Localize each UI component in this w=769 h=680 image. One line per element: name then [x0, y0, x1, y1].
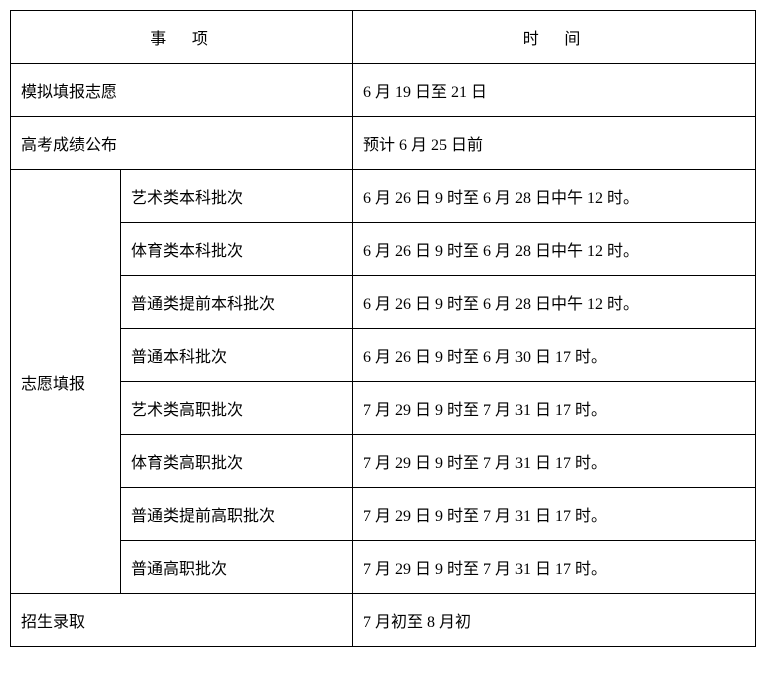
table-row: 普通类提前高职批次 7 月 29 日 9 时至 7 月 31 日 17 时。 [11, 488, 756, 541]
application-row-label: 普通本科批次 [121, 329, 353, 382]
application-row-time: 7 月 29 日 9 时至 7 月 31 日 17 时。 [353, 541, 756, 594]
application-row-time: 7 月 29 日 9 时至 7 月 31 日 17 时。 [353, 488, 756, 541]
table-row: 普通本科批次 6 月 26 日 9 时至 6 月 30 日 17 时。 [11, 329, 756, 382]
application-row-time: 6 月 26 日 9 时至 6 月 28 日中午 12 时。 [353, 276, 756, 329]
table-row: 志愿填报 艺术类本科批次 6 月 26 日 9 时至 6 月 28 日中午 12… [11, 170, 756, 223]
row-score-time: 预计 6 月 25 日前 [353, 117, 756, 170]
table-row: 高考成绩公布 预计 6 月 25 日前 [11, 117, 756, 170]
application-row-label: 艺术类本科批次 [121, 170, 353, 223]
application-row-label: 普通类提前高职批次 [121, 488, 353, 541]
application-row-time: 6 月 26 日 9 时至 6 月 30 日 17 时。 [353, 329, 756, 382]
table-row: 普通类提前本科批次 6 月 26 日 9 时至 6 月 28 日中午 12 时。 [11, 276, 756, 329]
row-admission-label: 招生录取 [11, 594, 353, 647]
row-mock-label: 模拟填报志愿 [11, 64, 353, 117]
application-row-label: 普通高职批次 [121, 541, 353, 594]
table-row: 体育类本科批次 6 月 26 日 9 时至 6 月 28 日中午 12 时。 [11, 223, 756, 276]
row-admission-time: 7 月初至 8 月初 [353, 594, 756, 647]
row-score-label: 高考成绩公布 [11, 117, 353, 170]
table-row: 模拟填报志愿 6 月 19 日至 21 日 [11, 64, 756, 117]
table-header-row: 事 项 时 间 [11, 11, 756, 64]
table-row: 艺术类高职批次 7 月 29 日 9 时至 7 月 31 日 17 时。 [11, 382, 756, 435]
application-row-label: 艺术类高职批次 [121, 382, 353, 435]
application-row-label: 体育类本科批次 [121, 223, 353, 276]
application-group-label: 志愿填报 [11, 170, 121, 594]
header-item: 事 项 [11, 11, 353, 64]
table-row: 体育类高职批次 7 月 29 日 9 时至 7 月 31 日 17 时。 [11, 435, 756, 488]
table-row: 普通高职批次 7 月 29 日 9 时至 7 月 31 日 17 时。 [11, 541, 756, 594]
application-row-time: 7 月 29 日 9 时至 7 月 31 日 17 时。 [353, 435, 756, 488]
header-time: 时 间 [353, 11, 756, 64]
row-mock-time: 6 月 19 日至 21 日 [353, 64, 756, 117]
application-row-label: 普通类提前本科批次 [121, 276, 353, 329]
application-row-time: 6 月 26 日 9 时至 6 月 28 日中午 12 时。 [353, 223, 756, 276]
schedule-table: 事 项 时 间 模拟填报志愿 6 月 19 日至 21 日 高考成绩公布 预计 … [10, 10, 756, 647]
table-row: 招生录取 7 月初至 8 月初 [11, 594, 756, 647]
application-row-label: 体育类高职批次 [121, 435, 353, 488]
application-row-time: 7 月 29 日 9 时至 7 月 31 日 17 时。 [353, 382, 756, 435]
application-row-time: 6 月 26 日 9 时至 6 月 28 日中午 12 时。 [353, 170, 756, 223]
